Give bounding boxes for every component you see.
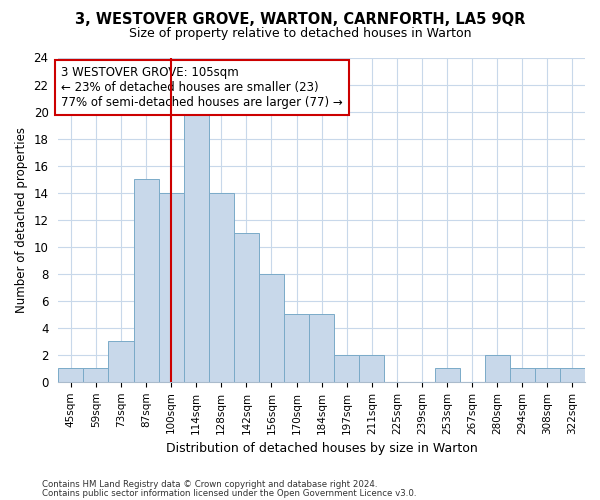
Text: Size of property relative to detached houses in Warton: Size of property relative to detached ho… bbox=[129, 28, 471, 40]
Bar bbox=[309, 314, 334, 382]
Bar bbox=[284, 314, 309, 382]
Bar bbox=[134, 179, 158, 382]
X-axis label: Distribution of detached houses by size in Warton: Distribution of detached houses by size … bbox=[166, 442, 478, 455]
Bar bbox=[234, 233, 259, 382]
Bar bbox=[334, 355, 359, 382]
Bar bbox=[510, 368, 535, 382]
Bar bbox=[259, 274, 284, 382]
Text: Contains public sector information licensed under the Open Government Licence v3: Contains public sector information licen… bbox=[42, 489, 416, 498]
Bar bbox=[158, 192, 184, 382]
Text: 3 WESTOVER GROVE: 105sqm
← 23% of detached houses are smaller (23)
77% of semi-d: 3 WESTOVER GROVE: 105sqm ← 23% of detach… bbox=[61, 66, 343, 108]
Bar bbox=[58, 368, 83, 382]
Bar bbox=[434, 368, 460, 382]
Bar bbox=[535, 368, 560, 382]
Bar bbox=[109, 342, 134, 382]
Bar bbox=[560, 368, 585, 382]
Text: 3, WESTOVER GROVE, WARTON, CARNFORTH, LA5 9QR: 3, WESTOVER GROVE, WARTON, CARNFORTH, LA… bbox=[75, 12, 525, 28]
Y-axis label: Number of detached properties: Number of detached properties bbox=[15, 126, 28, 312]
Bar bbox=[83, 368, 109, 382]
Bar bbox=[359, 355, 385, 382]
Bar bbox=[485, 355, 510, 382]
Text: Contains HM Land Registry data © Crown copyright and database right 2024.: Contains HM Land Registry data © Crown c… bbox=[42, 480, 377, 489]
Bar bbox=[209, 192, 234, 382]
Bar bbox=[184, 112, 209, 382]
